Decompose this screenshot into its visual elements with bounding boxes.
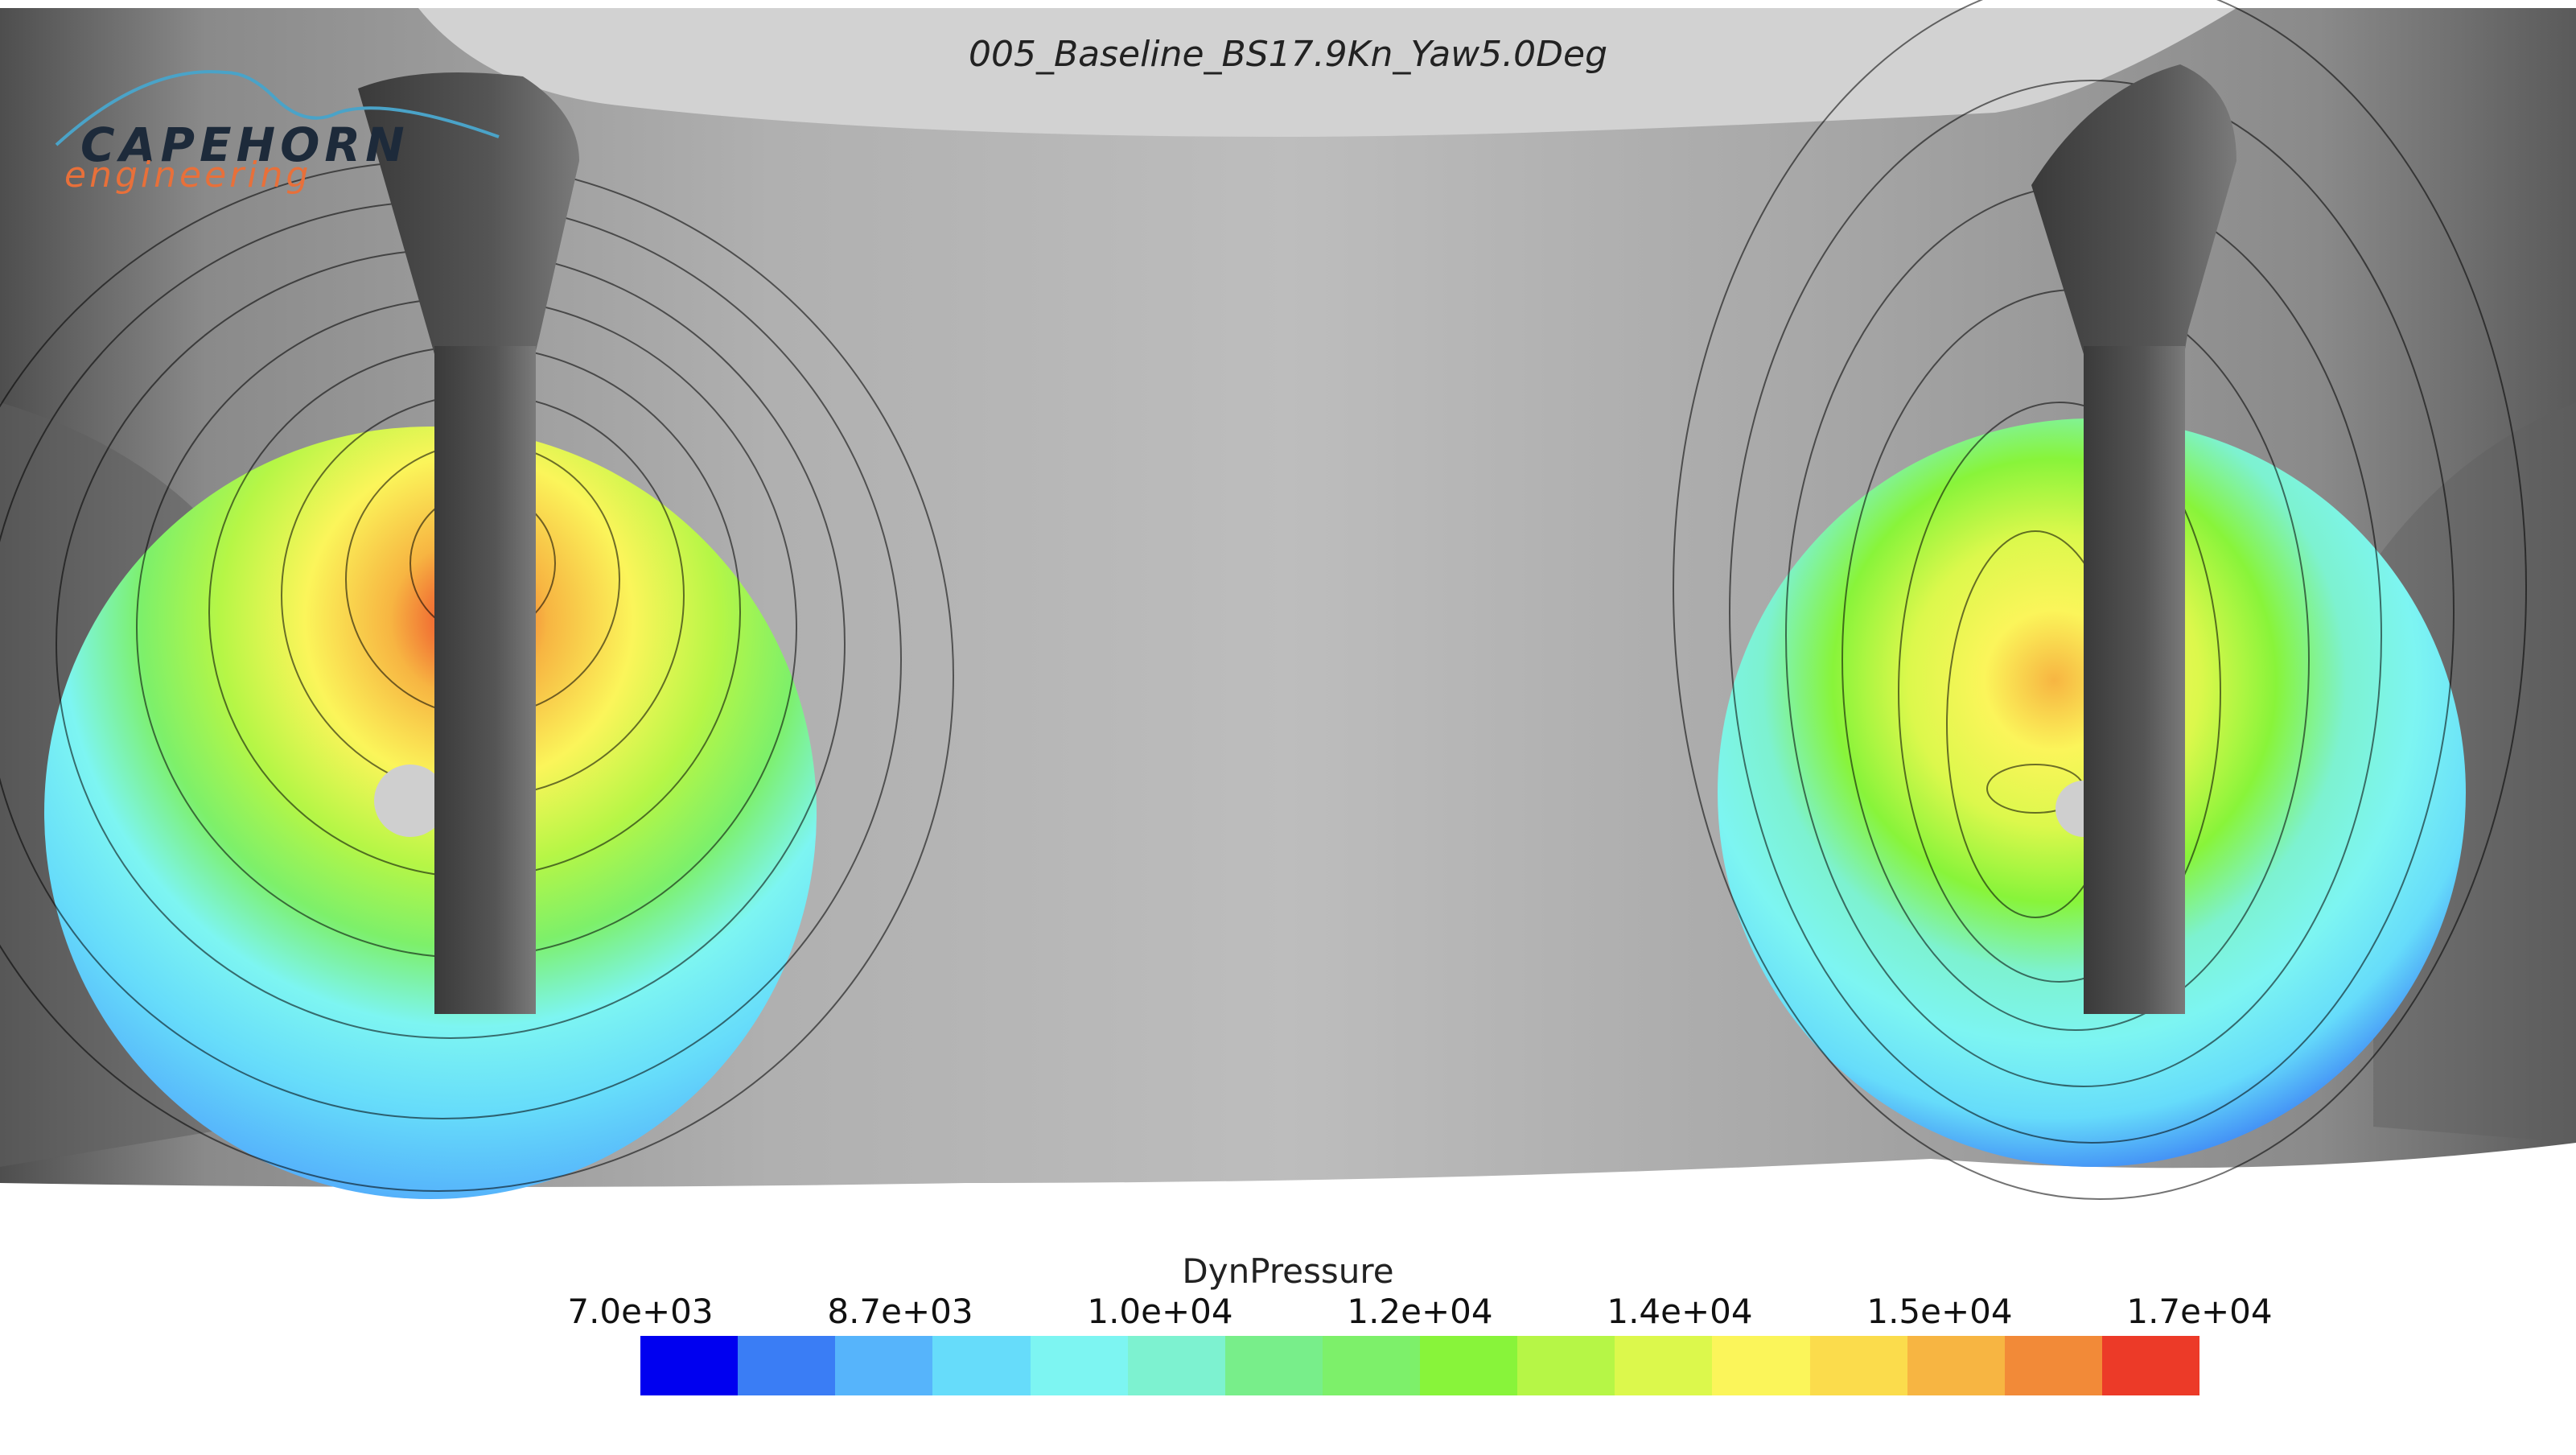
colorbar-swatch — [1517, 1336, 1615, 1395]
left-rudder — [358, 72, 579, 1014]
right-rudder — [2031, 64, 2237, 1014]
svg-text:CAPEHORN: CAPEHORN — [80, 117, 409, 172]
colorbar-swatch — [835, 1336, 933, 1395]
legend-tick: 1.0e+04 — [1087, 1292, 1233, 1331]
colorbar-swatch — [1322, 1336, 1420, 1395]
colorbar-swatch — [2101, 1336, 2199, 1395]
colorbar-swatch — [1224, 1336, 1323, 1395]
colorbar-swatch — [1127, 1336, 1225, 1395]
colorbar-swatch — [640, 1336, 739, 1395]
cfd-viewport — [0, 0, 2576, 1200]
colorbar — [640, 1336, 2199, 1395]
colorbar-swatch — [1712, 1336, 1810, 1395]
legend-tick: 1.7e+04 — [2126, 1292, 2273, 1331]
colorbar-swatch — [1615, 1336, 1713, 1395]
colorbar-swatch — [738, 1336, 836, 1395]
legend-tick: 1.5e+04 — [1866, 1292, 2013, 1331]
legend-tick: 7.0e+03 — [567, 1292, 714, 1331]
legend-title: DynPressure — [1182, 1251, 1394, 1291]
legend-tick: 1.2e+04 — [1347, 1292, 1493, 1331]
legend-tick: 8.7e+03 — [827, 1292, 973, 1331]
view-title: 005_Baseline_BS17.9Kn_Yaw5.0Deg — [969, 34, 1607, 75]
colorbar-swatch — [932, 1336, 1031, 1395]
colorbar-swatch — [1907, 1336, 2005, 1395]
legend-tick: 1.4e+04 — [1607, 1292, 1753, 1331]
svg-text:engineering: engineering — [64, 155, 311, 196]
colorbar-swatch — [2004, 1336, 2102, 1395]
capehorn-logo: CAPEHORN engineering — [55, 70, 500, 196]
colorbar-swatch — [1030, 1336, 1128, 1395]
colorbar-swatch — [1420, 1336, 1518, 1395]
colorbar-swatch — [1809, 1336, 1907, 1395]
